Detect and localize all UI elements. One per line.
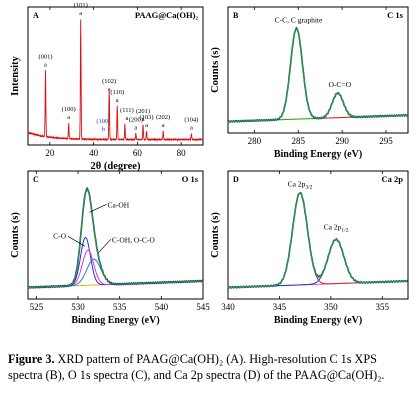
xps-peak-label: C-C, C graphite — [275, 15, 323, 24]
x-axis-label: Binding Energy (eV) — [274, 315, 362, 326]
panel-b: 280 285 290 295 Binding Energy (eV) Counts (s… — [210, 6, 409, 160]
y-axis-label: Intensity — [10, 55, 21, 95]
xps-peak-label: Ca-OH — [108, 200, 130, 209]
xps-measured-spectrum — [227, 191, 408, 289]
xps-peak-label: C-OH, O-C-O — [112, 235, 155, 244]
xrd-peak-marker: a — [67, 114, 70, 121]
xrd-peak-marker: a — [125, 115, 128, 122]
x-tick-label: 355 — [376, 302, 390, 312]
plot-frame — [227, 170, 409, 300]
xrd-peak-label: (100) — [62, 106, 76, 113]
xrd-peak-label: (101) — [74, 2, 88, 9]
xrd-peak-label: (201) — [136, 108, 150, 115]
xps-fit-envelope — [227, 27, 408, 123]
x-tick-label: 540 — [155, 302, 169, 312]
x-axis-label: Binding Energy (eV) — [71, 315, 159, 326]
x-tick-label: 530 — [71, 302, 85, 312]
xps-peak-label: O-C=O — [328, 80, 351, 89]
plot-frame — [27, 6, 204, 146]
xps-component-peak — [28, 236, 203, 288]
xrd-peak-marker: a — [162, 122, 165, 129]
xps-fit-envelope — [28, 188, 203, 288]
panel-inset-title: PAAG@Ca(OH)₂ — [135, 10, 199, 20]
y-axis-label: Counts (s) — [210, 212, 221, 258]
xrd-peak-label: (100) — [96, 118, 110, 125]
x-tick-label: 340 — [221, 302, 235, 312]
xrd-peak-marker: a — [79, 10, 82, 17]
xps-label-leader — [98, 239, 112, 253]
xrd-pattern-line — [27, 19, 204, 142]
x-tick-label: 60 — [133, 148, 143, 158]
x-tick-label: 280 — [248, 136, 262, 146]
xrd-peak-marker: a — [44, 62, 47, 69]
panel-letter: D — [233, 175, 239, 184]
xps-peak-label: Ca 2p3/2 — [288, 180, 313, 191]
x-tick-label: 535 — [113, 302, 127, 312]
x-axis-label: 2θ (degree) — [91, 161, 141, 172]
xrd-peak-marker: a — [142, 116, 145, 123]
panel-c: 525 530 535 540 545 Binding Energy (eV) Counts… — [10, 170, 210, 326]
xrd-peak-marker: a — [134, 125, 137, 132]
x-tick-label: 295 — [379, 136, 393, 146]
panel-letter: A — [33, 11, 39, 20]
xrd-peak-label: (102) — [102, 78, 116, 85]
x-tick-label: 40 — [89, 148, 99, 158]
xrd-peak-marker: a — [190, 125, 193, 132]
xrd-peak-label: (202) — [156, 114, 170, 121]
figure-caption-label: Figure 3. — [8, 352, 55, 366]
xps-measured-spectrum — [227, 26, 409, 123]
x-tick-label: 350 — [324, 302, 338, 312]
xps-fit-envelope — [228, 192, 408, 288]
panel-letter: B — [233, 11, 239, 20]
x-tick-label: 290 — [335, 136, 349, 146]
xrd-peak-label: (001) — [38, 54, 52, 61]
xrd-peak-marker: a — [145, 122, 148, 129]
plot-frame — [227, 6, 409, 134]
x-tick-label: 20 — [45, 148, 55, 158]
xps-peak-label: Ca 2p1/2 — [324, 222, 349, 233]
figure-caption: Figure 3. XRD pattern of PAAG@Ca(OH)₂ (A… — [8, 352, 412, 383]
x-tick-label: 345 — [273, 302, 287, 312]
panel-a: 20 40 60 80 2θ (degree) Intensity A PAAG@Ca(OH)… — [10, 2, 204, 172]
panel-letter: C — [33, 175, 39, 184]
panel-inset-title: Ca 2p — [382, 174, 404, 184]
panel-inset-title: O 1s — [182, 174, 199, 184]
xrd-xps-figure: 20 40 60 80 2θ (degree) Intensity A PAAG@Ca(OH)… — [10, 2, 409, 326]
xrd-peak-label: (110) — [110, 89, 124, 96]
plot-frame — [27, 170, 204, 300]
panel-d: 340 345 350 355 Binding Energy (eV) Counts (s… — [210, 170, 409, 326]
x-axis-label: Binding Energy (eV) — [274, 149, 362, 160]
xrd-peak-marker: a — [116, 97, 119, 104]
xps-label-leader — [67, 236, 86, 247]
xps-label-leader — [89, 203, 107, 213]
xrd-peak-label: (200) — [129, 117, 143, 124]
xps-component-peak — [228, 192, 408, 288]
xps-component-peak — [227, 27, 408, 123]
x-tick-label: 80 — [177, 148, 187, 158]
x-tick-label: 285 — [291, 136, 305, 146]
xrd-peak-label: (104) — [184, 117, 198, 124]
y-axis-label: Counts (s) — [210, 47, 221, 93]
x-tick-label: 525 — [30, 302, 44, 312]
x-tick-label: 545 — [196, 302, 210, 312]
figure-caption-text: XRD pattern of PAAG@Ca(OH)₂ (A). High-re… — [8, 352, 385, 382]
y-axis-label: Counts (s) — [10, 212, 21, 258]
panel-inset-title: C 1s — [387, 10, 404, 20]
xps-component-peak — [228, 238, 408, 288]
xrd-peak-marker: a — [108, 86, 111, 93]
xps-peak-label: C-O — [53, 231, 67, 240]
xrd-peak-marker: b — [102, 126, 105, 133]
xrd-peak-label: (103) — [140, 114, 154, 121]
xrd-peak-label: (111) — [120, 107, 134, 114]
